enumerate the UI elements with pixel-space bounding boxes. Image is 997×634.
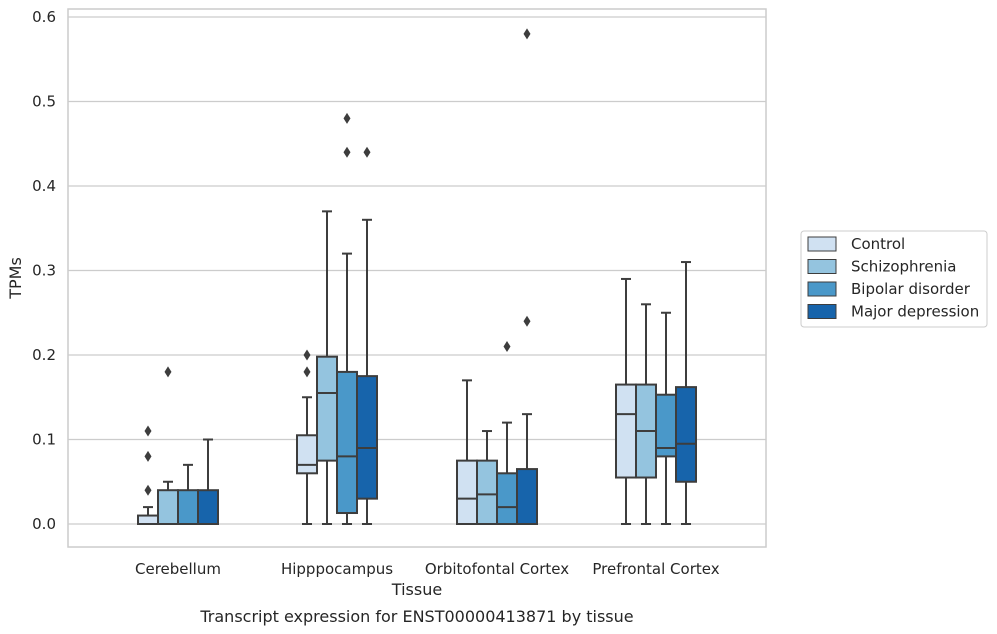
legend-swatch [807, 281, 837, 297]
box-bipolar-disorder [177, 463, 199, 526]
outlier-point [144, 484, 152, 496]
y-tick-label: 0.4 [32, 177, 56, 195]
box-major-depression [356, 146, 378, 525]
outlier-point [303, 366, 311, 378]
plot-frame [67, 8, 767, 548]
legend-label: Major depression [851, 303, 979, 321]
box-body [476, 459, 498, 525]
box-schizophrenia [157, 366, 179, 526]
outlier-point [164, 366, 172, 378]
outlier-point [343, 112, 351, 124]
y-tick-label: 0.0 [32, 515, 56, 533]
box-control [296, 349, 318, 525]
box-body [675, 386, 697, 483]
outlier-point [144, 450, 152, 462]
x-ticks: Cerebellum Hipppocampus Orbitofontal Corte… [135, 560, 720, 578]
box-body [137, 514, 159, 525]
legend-swatch [807, 259, 837, 274]
outlier-point [144, 425, 152, 437]
box-control [615, 277, 637, 525]
box-schizophrenia [476, 430, 498, 525]
x-tick-label: Hipppocampus [281, 560, 393, 578]
chart-caption: Transcript expression for ENST0000041387… [199, 607, 633, 626]
box-major-depression [197, 438, 219, 526]
x-tick-label: Cerebellum [135, 560, 221, 578]
box-bipolar-disorder [336, 112, 358, 525]
legend-label: Control [851, 235, 905, 253]
grid-lines [68, 16, 766, 525]
box-body [157, 489, 179, 526]
box-control [456, 379, 478, 525]
box-major-depression [516, 28, 538, 526]
box-body [356, 375, 378, 500]
box-control [137, 425, 159, 525]
x-axis-label: Tissue [391, 580, 442, 599]
outlier-point [343, 146, 351, 158]
box-body [197, 489, 219, 526]
box-bipolar-disorder [496, 341, 518, 525]
legend: Control Schizophrenia Bipolar disorder Majo… [800, 230, 988, 328]
box-body [516, 468, 538, 526]
outlier-point [523, 315, 531, 327]
legend-swatch [807, 236, 837, 252]
box-body [615, 383, 637, 479]
box-schizophrenia [316, 210, 338, 525]
y-tick-label: 0.3 [32, 262, 56, 280]
box-body [336, 370, 358, 515]
box-body [316, 355, 338, 462]
legend-label: Bipolar disorder [851, 280, 971, 298]
legend-swatch [807, 304, 837, 319]
y-tick-label: 0.1 [32, 431, 56, 449]
outlier-point [303, 349, 311, 361]
outlier-point [503, 341, 511, 353]
boxes [137, 28, 697, 526]
y-tick-label: 0.5 [32, 93, 56, 111]
box-major-depression [675, 261, 697, 525]
legend-label: Schizophrenia [851, 258, 956, 276]
outlier-point [363, 146, 371, 158]
x-tick-label: Orbitofontal Cortex [425, 560, 569, 578]
x-tick-label: Prefrontal Cortex [592, 560, 719, 578]
y-tick-label: 0.2 [32, 346, 56, 364]
y-axis-label: TPMs [6, 257, 25, 300]
box-bipolar-disorder [655, 311, 677, 525]
box-body [456, 459, 478, 525]
y-tick-label: 0.6 [32, 8, 56, 26]
box-body [177, 489, 199, 526]
box-body [296, 434, 318, 475]
y-ticks: 0.0 0.1 0.2 0.3 0.4 0.5 0.6 [32, 8, 56, 533]
box-schizophrenia [635, 303, 657, 525]
box-body [496, 472, 518, 525]
legend-frame [800, 230, 988, 328]
outlier-point [523, 28, 531, 40]
